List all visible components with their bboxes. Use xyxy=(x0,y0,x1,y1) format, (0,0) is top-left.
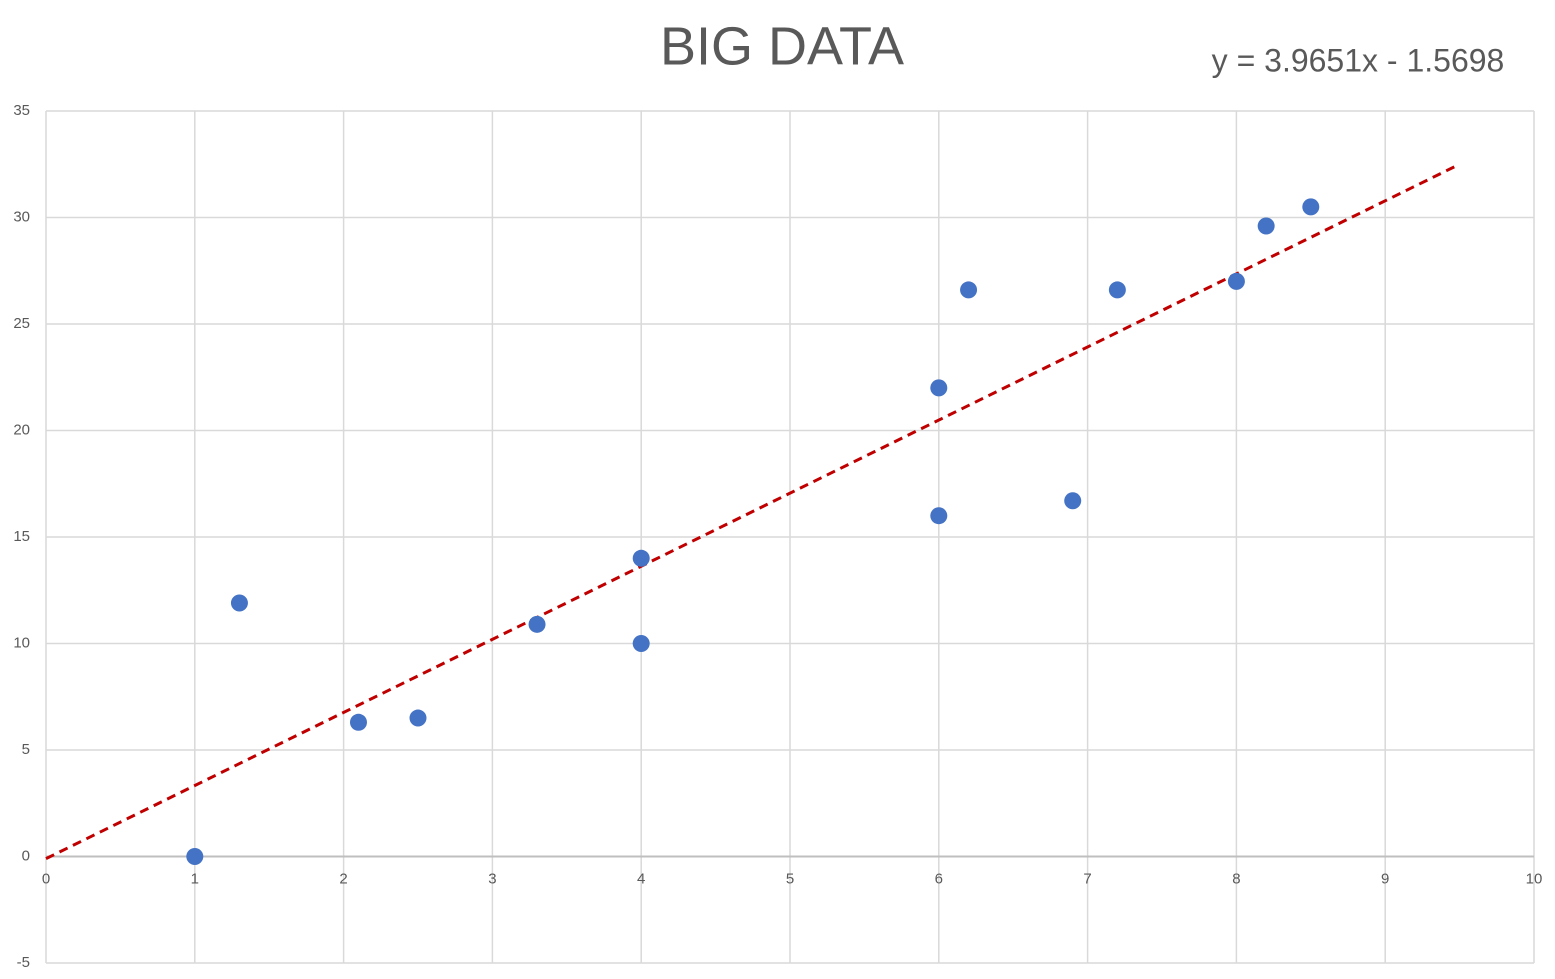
x-tick-label: 3 xyxy=(488,870,496,887)
data-point xyxy=(1227,272,1245,290)
data-point xyxy=(930,379,948,397)
y-tick-label: 0 xyxy=(22,847,30,864)
x-tick-label: 5 xyxy=(786,870,794,887)
x-tick-label: 7 xyxy=(1083,870,1091,887)
y-tick-label: -5 xyxy=(17,954,30,971)
data-point xyxy=(409,709,427,727)
data-point xyxy=(1108,281,1126,299)
x-tick-label: 2 xyxy=(339,870,347,887)
data-point xyxy=(1064,492,1082,510)
data-point xyxy=(186,848,204,865)
data-point xyxy=(1257,217,1275,235)
data-point xyxy=(1302,198,1320,216)
data-point xyxy=(960,281,978,299)
data-point xyxy=(632,635,650,652)
x-tick-label: 0 xyxy=(42,870,50,887)
y-tick-label: 20 xyxy=(13,421,30,438)
y-tick-label: 10 xyxy=(13,634,30,651)
trendline xyxy=(45,162,1461,860)
data-point xyxy=(230,594,248,612)
x-tick-label: 9 xyxy=(1381,870,1389,887)
data-point xyxy=(930,507,948,525)
x-tick-label: 1 xyxy=(191,870,199,887)
trendline-equation: y = 3.9651x - 1.5698 xyxy=(1212,42,1505,78)
y-tick-label: 15 xyxy=(13,528,30,545)
chart-title: BIG DATA xyxy=(660,16,904,76)
data-point xyxy=(349,713,367,731)
y-tick-label: 25 xyxy=(13,315,30,332)
x-tick-label: 4 xyxy=(637,870,645,887)
y-tick-label: 5 xyxy=(22,741,30,758)
x-tick-label: 10 xyxy=(1526,870,1543,887)
data-point xyxy=(632,549,650,567)
data-point xyxy=(528,615,546,633)
x-tick-label: 6 xyxy=(935,870,943,887)
y-tick-label: 35 xyxy=(13,102,30,119)
x-tick-label: 8 xyxy=(1232,870,1240,887)
y-tick-label: 30 xyxy=(13,208,30,225)
